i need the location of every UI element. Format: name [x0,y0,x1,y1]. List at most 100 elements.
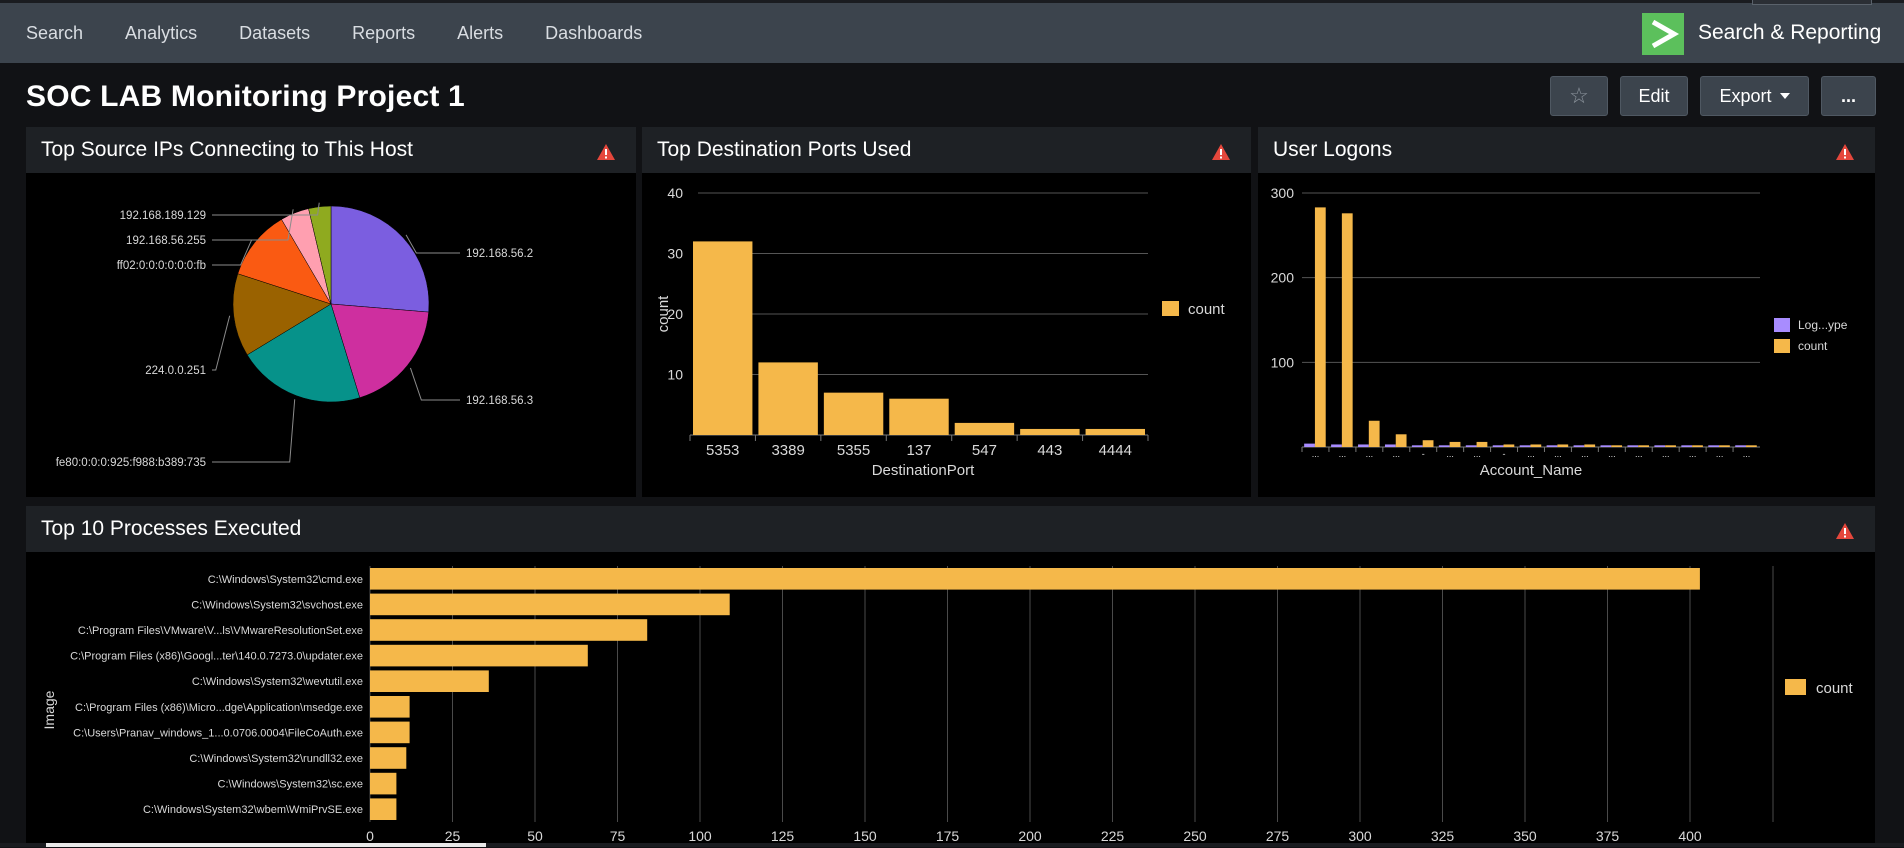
y-tick-label: C:\Users\Pranav_windows_1...0.0706.0004\… [73,727,363,739]
horizontal-scrollbar-thumb[interactable] [46,843,486,847]
panel-body: 100 200 300............ -...... -...........… [1258,173,1875,497]
bar-logon-type [1519,445,1531,447]
bar [370,747,407,769]
bar-logon-type [1438,445,1450,447]
top-navigation-bar: Search Analytics Datasets Reports Alerts… [0,0,1904,63]
bar-logon-type [1681,445,1693,447]
bar [1085,428,1145,435]
bar-count [1314,207,1326,447]
x-tick-label: ... [1527,449,1535,459]
bar [370,772,397,795]
x-tick-label: ... [1393,449,1401,459]
app-nav: Search Analytics Datasets Reports Alerts… [0,3,663,63]
pie-leader-line [212,315,231,371]
x-tick-label: 443 [1037,442,1062,459]
bar [370,568,1700,590]
warning-icon[interactable] [1835,522,1855,540]
bar-logon-type [1384,444,1396,447]
bar-logon-type [1492,445,1504,447]
more-actions-button[interactable]: ... [1821,76,1876,116]
pie-slice [232,273,332,356]
x-tick-label: ... [1446,449,1454,459]
panel-body: 192.168.56.2 192.168.56.3 fe80:0:0:0:925:f… [26,173,636,497]
bar-count [1395,434,1407,447]
bar [370,644,588,667]
pie-leader-line [405,234,460,254]
panel-title: Top 10 Processes Executed [41,517,302,540]
pie-slice-label: 192.168.56.3 [466,395,533,407]
y-tick-label: C:\Windows\System32\sc.exe [218,779,364,791]
bar [954,422,1015,435]
x-tick-label: 200 [1018,828,1042,843]
bar-logon-type [1465,445,1477,447]
top-right-input-edge [1752,0,1872,5]
warning-icon[interactable] [596,143,616,161]
x-tick-label: ... [1635,449,1643,459]
bar-logon-type [1546,445,1558,447]
pie-slice-label: 192.168.189.129 [120,210,206,222]
bar [370,619,648,641]
y-tick-label: C:\Windows\System32\svchost.exe [191,599,363,611]
x-tick-label: 350 [1513,828,1537,843]
bar [370,696,410,718]
warning-icon[interactable] [1835,143,1855,161]
bar [823,392,884,435]
legend-label: count [1816,680,1854,697]
x-tick-label: ... [1339,449,1347,459]
panel-body: 10 20 30 40 5353 3389 5355 137 547 443 4444 Destina… [642,173,1251,497]
panel-title: Top Destination Ports Used [657,138,912,161]
processes-bar-chart: 0 25 50 75 100 125 150 175 200 225 250 275 300 325 350… [41,566,1854,844]
nav-datasets[interactable]: Datasets [239,23,311,43]
more-label: ... [1840,85,1856,106]
bar [1020,428,1080,435]
nav-alerts[interactable]: Alerts [457,23,504,43]
logons-bar-chart: 100 200 300............ -...... -...........… [1271,185,1848,479]
bar [370,593,730,616]
y-tick-label: C:\Program Files\VMware\V...ls\VMwareRes… [78,625,363,637]
panel-source-ips: Top Source IPs Connecting to This Host 1… [26,127,636,497]
x-axis-label: DestinationPort [872,462,975,479]
pie-slice [246,303,361,403]
y-axis-label: count [655,295,672,333]
chevron-down-icon [1779,93,1790,99]
x-tick-label: 25 [445,828,461,843]
panel-title: Top Source IPs Connecting to This Host [41,138,413,161]
pie-slice-label: 192.168.56.255 [126,235,206,247]
star-icon: ☆ [1569,83,1589,108]
nav-dashboards[interactable]: Dashboards [545,23,643,43]
y-tick-label: C:\Windows\System32\wbem\WmiPrvSE.exe [143,804,363,816]
legend-label: Log...ype [1798,318,1848,332]
bar-count [1638,445,1650,447]
y-tick-label: 300 [1271,185,1295,201]
bar-count [1422,440,1434,447]
x-tick-label: ... [1581,449,1589,459]
y-tick-label: C:\Windows\System32\cmd.exe [208,574,363,586]
favorite-star-button[interactable]: ☆ [1550,76,1608,116]
nav-analytics[interactable]: Analytics [125,23,198,43]
x-tick-label: 137 [906,442,931,459]
pie-chart: 192.168.56.2 192.168.56.3 fe80:0:0:0:925:f… [56,202,533,469]
panel-user-logons: User Logons 100 200 300............ -......… [1258,127,1875,497]
bar-logon-type [1708,445,1720,447]
warning-icon[interactable] [1211,143,1231,161]
bar-logon-type [1600,445,1612,447]
nav-reports[interactable]: Reports [352,23,416,43]
ports-bar-chart: 10 20 30 40 5353 3389 5355 137 547 443 4444 Destina… [655,185,1226,479]
y-tick-label: C:\Program Files (x86)\Googl...ter\140.0… [70,651,363,663]
nav-search[interactable]: Search [26,23,84,43]
app-title[interactable]: Search & Reporting [1698,21,1882,44]
bar [693,241,753,435]
edit-button[interactable]: Edit [1620,76,1688,116]
x-tick-label: 3389 [771,442,804,459]
pie-slice-label: fe80:0:0:0:925:f988:b389:735 [56,457,206,469]
panel-title: User Logons [1273,138,1393,161]
panel-header: Top Destination Ports Used [642,127,1251,173]
export-button[interactable]: Export [1700,76,1809,116]
horizontal-scrollbar-track[interactable] [0,843,1904,847]
y-tick-label: 200 [1271,270,1295,286]
app-logo-icon[interactable] [1642,13,1684,55]
legend-label: count [1188,301,1226,318]
x-tick-label: 0 [366,828,374,843]
y-tick-label: 40 [667,185,683,201]
x-tick-label: 375 [1596,828,1620,843]
